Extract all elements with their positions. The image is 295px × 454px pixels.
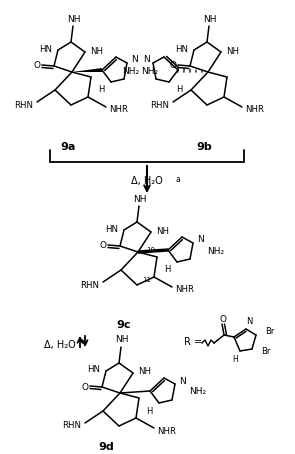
Text: 9c: 9c: [117, 320, 131, 330]
Text: HN: HN: [40, 44, 53, 54]
Text: O: O: [219, 315, 227, 324]
Text: H: H: [146, 406, 152, 415]
Text: H: H: [176, 85, 182, 94]
Text: RHN: RHN: [150, 100, 170, 109]
Text: NH: NH: [67, 15, 81, 24]
Text: R =: R =: [184, 337, 202, 347]
Text: 9d: 9d: [98, 442, 114, 452]
Text: 10: 10: [146, 247, 155, 253]
Text: NHR: NHR: [176, 286, 194, 295]
Text: NH₂: NH₂: [189, 388, 206, 396]
Text: NH: NH: [133, 194, 147, 203]
Text: NH: NH: [227, 46, 240, 55]
Text: HN: HN: [88, 365, 101, 375]
Text: Δ, H₂O: Δ, H₂O: [44, 340, 76, 350]
Text: Δ, H₂O: Δ, H₂O: [131, 176, 163, 186]
Text: HN: HN: [106, 224, 119, 233]
Text: H: H: [98, 85, 104, 94]
Text: N: N: [179, 376, 185, 385]
Text: NH: NH: [91, 46, 104, 55]
Text: NH₂: NH₂: [207, 247, 224, 256]
Text: H: H: [232, 355, 238, 365]
Text: O: O: [170, 61, 176, 70]
Text: NH: NH: [203, 15, 217, 24]
Text: NH₂: NH₂: [141, 66, 158, 75]
Text: HN: HN: [176, 44, 189, 54]
Text: RHN: RHN: [81, 281, 99, 290]
Text: NHR: NHR: [245, 105, 265, 114]
Text: N: N: [246, 317, 252, 326]
Text: NH₂: NH₂: [122, 66, 139, 75]
Text: 11: 11: [142, 277, 151, 283]
Text: O: O: [99, 242, 106, 251]
Polygon shape: [72, 68, 102, 72]
Text: N: N: [142, 55, 149, 64]
Text: N: N: [131, 55, 137, 64]
Text: O: O: [81, 383, 88, 391]
Text: Br: Br: [261, 347, 271, 356]
Text: RHN: RHN: [14, 100, 34, 109]
Text: Br: Br: [265, 327, 274, 336]
Text: NH: NH: [157, 227, 170, 236]
Text: H: H: [164, 266, 170, 275]
Text: NHR: NHR: [109, 105, 129, 114]
Text: RHN: RHN: [63, 421, 81, 430]
Text: 9a: 9a: [60, 142, 76, 152]
Text: NHR: NHR: [158, 426, 176, 435]
Text: 9b: 9b: [196, 142, 212, 152]
Text: NH: NH: [115, 336, 129, 345]
Text: O: O: [34, 61, 40, 70]
Text: N: N: [197, 236, 203, 245]
Text: NH: NH: [138, 367, 152, 376]
Text: a: a: [176, 174, 180, 183]
